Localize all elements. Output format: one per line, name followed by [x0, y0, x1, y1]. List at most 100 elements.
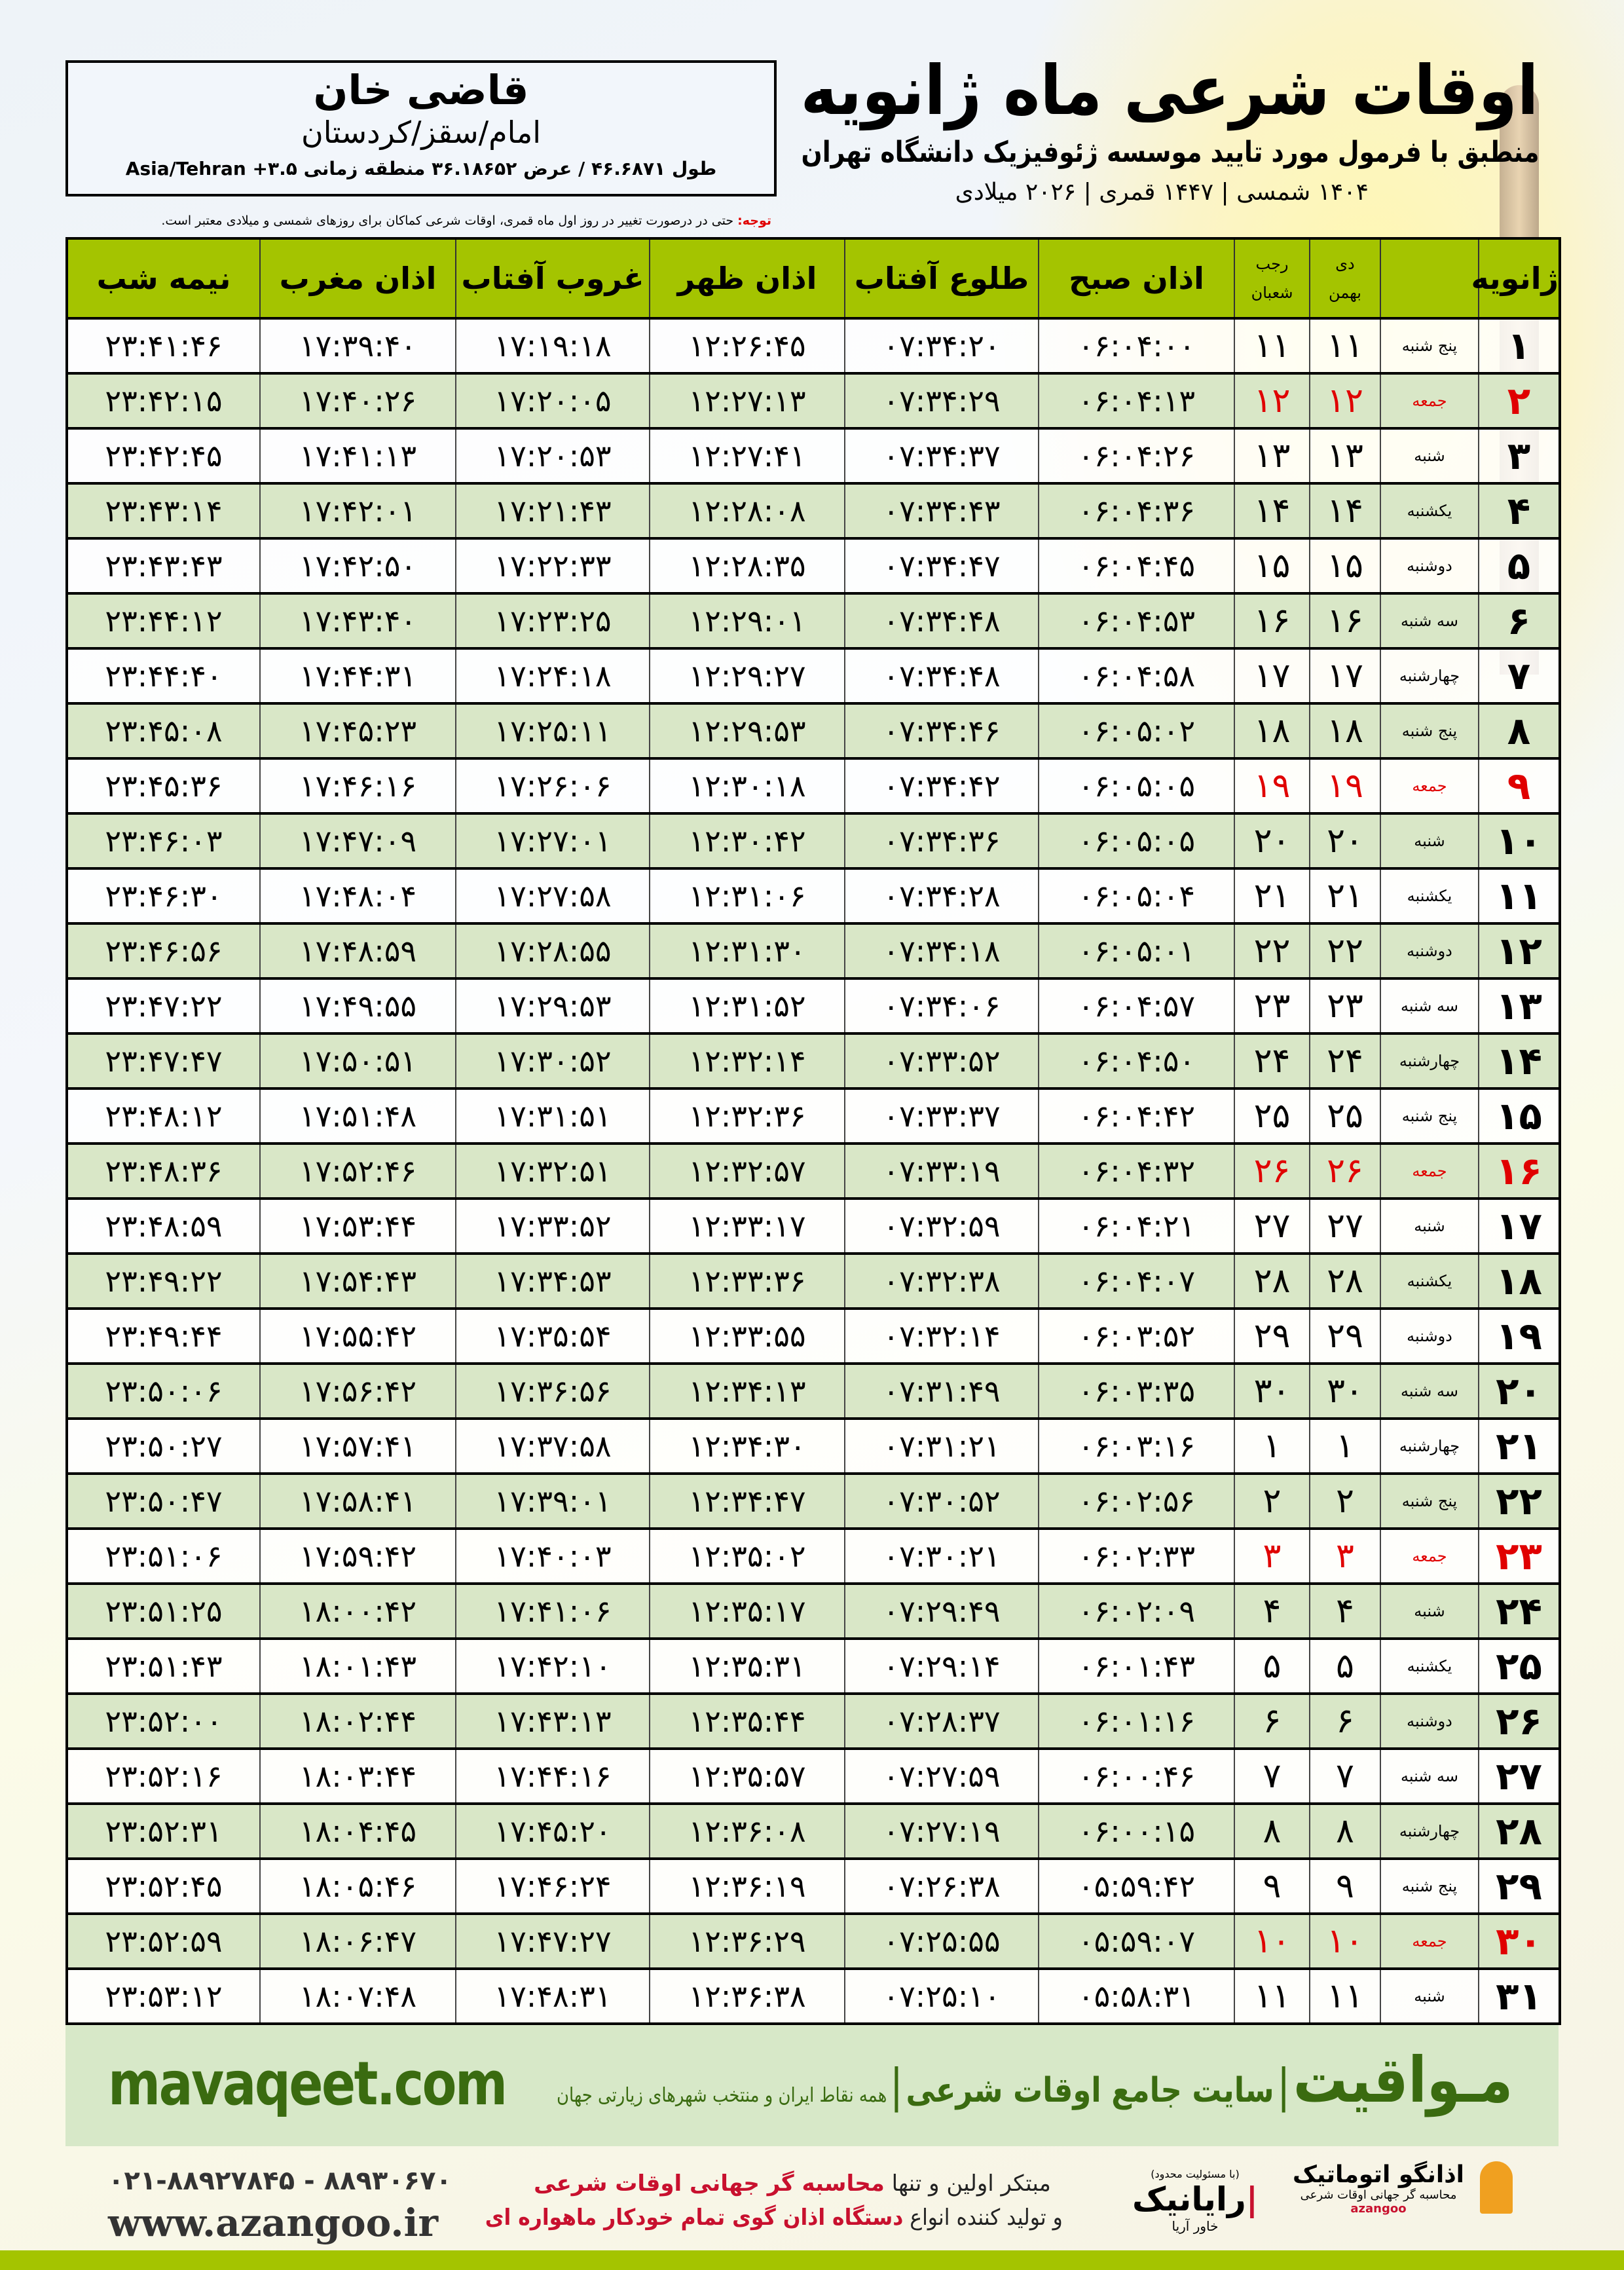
dhuhr-time: ۱۲:۳۶:۰۸ — [649, 1802, 845, 1859]
dhuhr-time: ۱۲:۳۶:۲۹ — [649, 1912, 845, 1969]
sunset-time: ۱۷:۱۹:۱۸ — [455, 317, 650, 373]
day-number: ۲۵ — [1478, 1637, 1560, 1694]
midnight-time: ۲۳:۵۲:۵۹ — [66, 1912, 260, 1969]
weekday: چهارشنبه — [1380, 1032, 1479, 1088]
brand-tagline: سایت جامع اوقات شرعی — [906, 2071, 1274, 2110]
midnight-time: ۲۳:۴۳:۴۳ — [66, 537, 260, 593]
table-row: ۷ چهارشنبه ۱۷ ۱۷ ۰۶:۰۴:۵۸ ۰۷:۳۴:۴۸ ۱۲:۲۹:۲۷ ۱۷:… — [66, 647, 1560, 703]
weekday: سه شنبه — [1380, 1362, 1479, 1419]
sunrise-time: ۰۷:۲۵:۵۵ — [844, 1912, 1039, 1969]
sunrise-time: ۰۷:۳۳:۱۹ — [844, 1142, 1039, 1199]
table-row: ۱۹ دوشنبه ۲۹ ۲۹ ۰۶:۰۳:۵۲ ۰۷:۳۲:۱۴ ۱۲:۳۳:۵۵ ۱۷:۳… — [66, 1307, 1560, 1364]
day-number: ۱۰ — [1478, 812, 1560, 868]
dhuhr-time: ۱۲:۲۹:۰۱ — [649, 592, 845, 648]
weekday: پنج شنبه — [1380, 1087, 1479, 1144]
sunset-time: ۱۷:۲۱:۴۳ — [455, 482, 650, 538]
midnight-time: ۲۳:۴۱:۴۶ — [66, 317, 260, 373]
sunrise-time: ۰۷:۳۱:۴۹ — [844, 1362, 1039, 1419]
hijri-day: ۱۹ — [1234, 757, 1310, 813]
weekday: جمعه — [1380, 1142, 1479, 1199]
maghrib-time: ۱۷:۵۷:۴۱ — [259, 1417, 456, 1474]
maghrib-time: ۱۷:۵۱:۴۸ — [259, 1087, 456, 1144]
year-dates: ۱۴۰۴ شمسی | ۱۴۴۷ قمری | ۲۰۲۶ میلادی — [955, 179, 1369, 206]
maghrib-time: ۱۷:۵۲:۴۶ — [259, 1142, 456, 1199]
weekday: دوشنبه — [1380, 922, 1479, 978]
page-title: اوقات شرعی ماه ژانویه — [800, 50, 1539, 130]
sunrise-time: ۰۷:۳۰:۲۱ — [844, 1527, 1039, 1584]
day-number: ۶ — [1478, 592, 1560, 648]
hijri-day: ۹ — [1234, 1857, 1310, 1914]
dhuhr-time: ۱۲:۳۴:۱۳ — [649, 1362, 845, 1419]
page-title-wrap: اوقات شرعی ماه ژانویه — [786, 51, 1539, 130]
header-weekday — [1380, 238, 1479, 318]
sunrise-time: ۰۷:۳۳:۵۲ — [844, 1032, 1039, 1088]
dhuhr-time: ۱۲:۲۷:۴۱ — [649, 427, 845, 483]
table-row: ۲۵ یکشنبه ۵ ۵ ۰۶:۰۱:۴۳ ۰۷:۲۹:۱۴ ۱۲:۳۵:۳۱ ۱۷:۴۲:… — [66, 1637, 1560, 1694]
shamsi-day: ۲۸ — [1309, 1252, 1380, 1309]
weekday: یکشنبه — [1380, 1637, 1479, 1694]
header-dhuhr: اذان ظهر — [649, 238, 845, 318]
dhuhr-time: ۱۲:۳۲:۳۶ — [649, 1087, 845, 1144]
maghrib-time: ۱۷:۵۵:۴۲ — [259, 1307, 456, 1364]
maghrib-time: ۱۸:۰۱:۴۳ — [259, 1637, 456, 1694]
day-number: ۱۷ — [1478, 1197, 1560, 1254]
dhuhr-time: ۱۲:۳۶:۳۸ — [649, 1967, 845, 2024]
day-number: ۱۵ — [1478, 1087, 1560, 1144]
brand-logo-text: مـواقیت — [1293, 2043, 1513, 2117]
sunset-time: ۱۷:۲۰:۵۳ — [455, 427, 650, 483]
maghrib-time: ۱۷:۴۶:۱۶ — [259, 757, 456, 813]
maghrib-time: ۱۷:۵۸:۴۱ — [259, 1472, 456, 1529]
table-row: ۱۶ جمعه ۲۶ ۲۶ ۰۶:۰۴:۳۲ ۰۷:۳۳:۱۹ ۱۲:۳۲:۵۷ ۱۷:۳۲:… — [66, 1142, 1560, 1199]
shamsi-day: ۱۰ — [1309, 1912, 1380, 1969]
table-row: ۲۲ پنج شنبه ۲ ۲ ۰۶:۰۲:۵۶ ۰۷:۳۰:۵۲ ۱۲:۳۴:۴۷ ۱۷:۳… — [66, 1472, 1560, 1529]
maghrib-time: ۱۷:۴۹:۵۵ — [259, 977, 456, 1033]
dhuhr-time: ۱۲:۲۹:۵۳ — [649, 702, 845, 758]
sunset-time: ۱۷:۴۶:۲۴ — [455, 1857, 650, 1914]
day-number: ۲۷ — [1478, 1747, 1560, 1804]
azangoo-name: اذانگو اتوماتیک — [1292, 2161, 1465, 2188]
fajr-time: ۰۶:۰۴:۱۳ — [1038, 372, 1234, 428]
table-row: ۱۴ چهارشنبه ۲۴ ۲۴ ۰۶:۰۴:۵۰ ۰۷:۳۳:۵۲ ۱۲:۳۲:۱۴ ۱۷… — [66, 1032, 1560, 1088]
sunset-time: ۱۷:۴۳:۱۳ — [455, 1692, 650, 1749]
hijri-day: ۲۲ — [1234, 922, 1310, 978]
shamsi-day: ۱۹ — [1309, 757, 1380, 813]
shamsi-day: ۲۷ — [1309, 1197, 1380, 1254]
maghrib-time: ۱۸:۰۶:۴۷ — [259, 1912, 456, 1969]
fajr-time: ۰۶:۰۵:۰۲ — [1038, 702, 1234, 758]
midnight-time: ۲۳:۵۰:۰۶ — [66, 1362, 260, 1419]
day-number: ۲ — [1478, 372, 1560, 428]
shamsi-day: ۱۱ — [1309, 317, 1380, 373]
dhuhr-time: ۱۲:۲۸:۳۵ — [649, 537, 845, 593]
weekday: دوشنبه — [1380, 537, 1479, 593]
promo-line1-b: محاسبه گر جهانی اوقات شرعی — [534, 2170, 885, 2197]
day-number: ۲۲ — [1478, 1472, 1560, 1529]
hijri-day: ۴ — [1234, 1582, 1310, 1639]
rayanik-name-inner: |رایانیک — [1132, 2180, 1258, 2218]
city-name: قاضی خان — [313, 66, 529, 114]
coordinates-line: طول ۴۶.۶۸۷۱ / عرض ۳۶.۱۸۶۵۲ منطقه زمانی ۳… — [81, 157, 761, 181]
weekday: پنج شنبه — [1380, 702, 1479, 758]
azangoo-website[interactable]: www.azangoo.ir — [108, 2201, 439, 2245]
fajr-time: ۰۶:۰۳:۱۶ — [1038, 1417, 1234, 1474]
shamsi-day: ۲۲ — [1309, 922, 1380, 978]
sunset-time: ۱۷:۴۵:۲۰ — [455, 1802, 650, 1859]
mosque-dome-icon — [1480, 2161, 1513, 2214]
sunrise-time: ۰۷:۳۴:۴۶ — [844, 702, 1039, 758]
sunset-time: ۱۷:۲۵:۱۱ — [455, 702, 650, 758]
weekday: چهارشنبه — [1380, 647, 1479, 703]
maghrib-time: ۱۷:۴۰:۲۶ — [259, 372, 456, 428]
shamsi-day: ۳ — [1309, 1527, 1380, 1584]
fajr-time: ۰۶:۰۱:۱۶ — [1038, 1692, 1234, 1749]
weekday: پنج شنبه — [1380, 1472, 1479, 1529]
fajr-time: ۰۶:۰۴:۴۵ — [1038, 537, 1234, 593]
midnight-time: ۲۳:۴۲:۱۵ — [66, 372, 260, 428]
midnight-time: ۲۳:۴۴:۱۲ — [66, 592, 260, 648]
day-number: ۳۱ — [1478, 1967, 1560, 2024]
fajr-time: ۰۶:۰۴:۵۳ — [1038, 592, 1234, 648]
shamsi-day: ۱۶ — [1309, 592, 1380, 648]
mavaqeet-brand-inner: مـواقیت | سایت جامع اوقات شرعی | همه نقا… — [557, 2043, 1513, 2117]
mavaqeet-site-link[interactable]: mavaqeet.com — [108, 2049, 507, 2119]
sunset-time: ۱۷:۲۶:۰۶ — [455, 757, 650, 813]
shamsi-day: ۱۸ — [1309, 702, 1380, 758]
fajr-time: ۰۶:۰۴:۰۷ — [1038, 1252, 1234, 1309]
